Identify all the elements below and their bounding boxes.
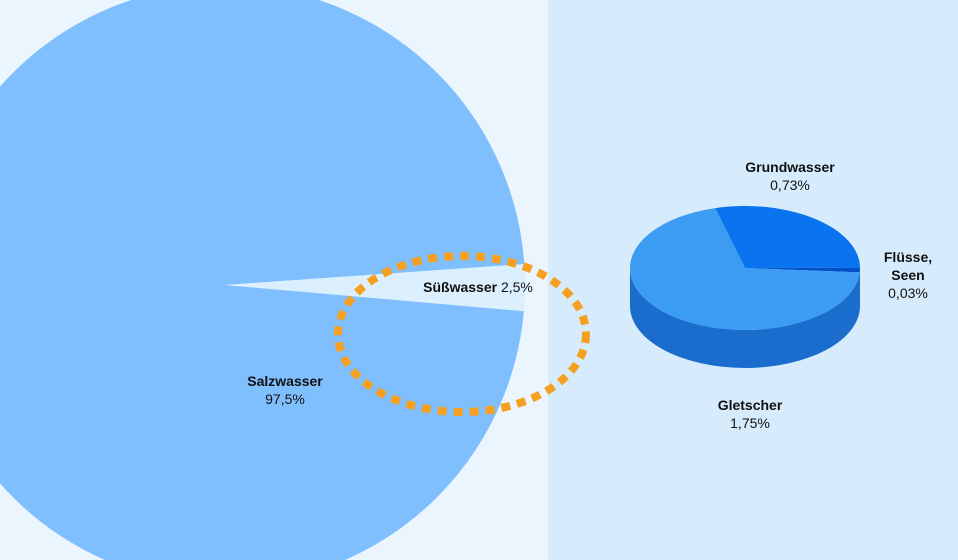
slice-label: Flüsse, Seen 0,03%	[873, 248, 943, 302]
slice-label: Grundwasser 0,73%	[710, 158, 870, 194]
category-label: Süßwasser	[423, 279, 498, 295]
value-label: 0,03%	[888, 285, 928, 301]
pie-slice	[629, 208, 860, 330]
pie-slice	[715, 206, 860, 268]
slice-label: Gletscher 1,75%	[680, 396, 820, 432]
value-label: 1,75%	[730, 415, 770, 431]
pie-slice	[0, 0, 525, 560]
pie-slice	[225, 264, 526, 312]
slice-label: Süßwasser 2,5%	[388, 278, 568, 296]
category-label: Grundwasser	[745, 159, 835, 175]
value-label: 0,73%	[770, 177, 810, 193]
pie-slice	[745, 267, 860, 273]
category-label: Gletscher	[717, 397, 783, 413]
value-label: 2,5%	[500, 279, 533, 295]
category-label: Salzwasser	[247, 373, 323, 389]
highlight-ellipse	[334, 252, 590, 416]
pie-side	[630, 268, 860, 368]
category-label: Flüsse, Seen	[883, 249, 933, 283]
slice-label: Salzwasser 97,5%	[215, 372, 355, 408]
value-label: 97,5%	[265, 391, 305, 407]
